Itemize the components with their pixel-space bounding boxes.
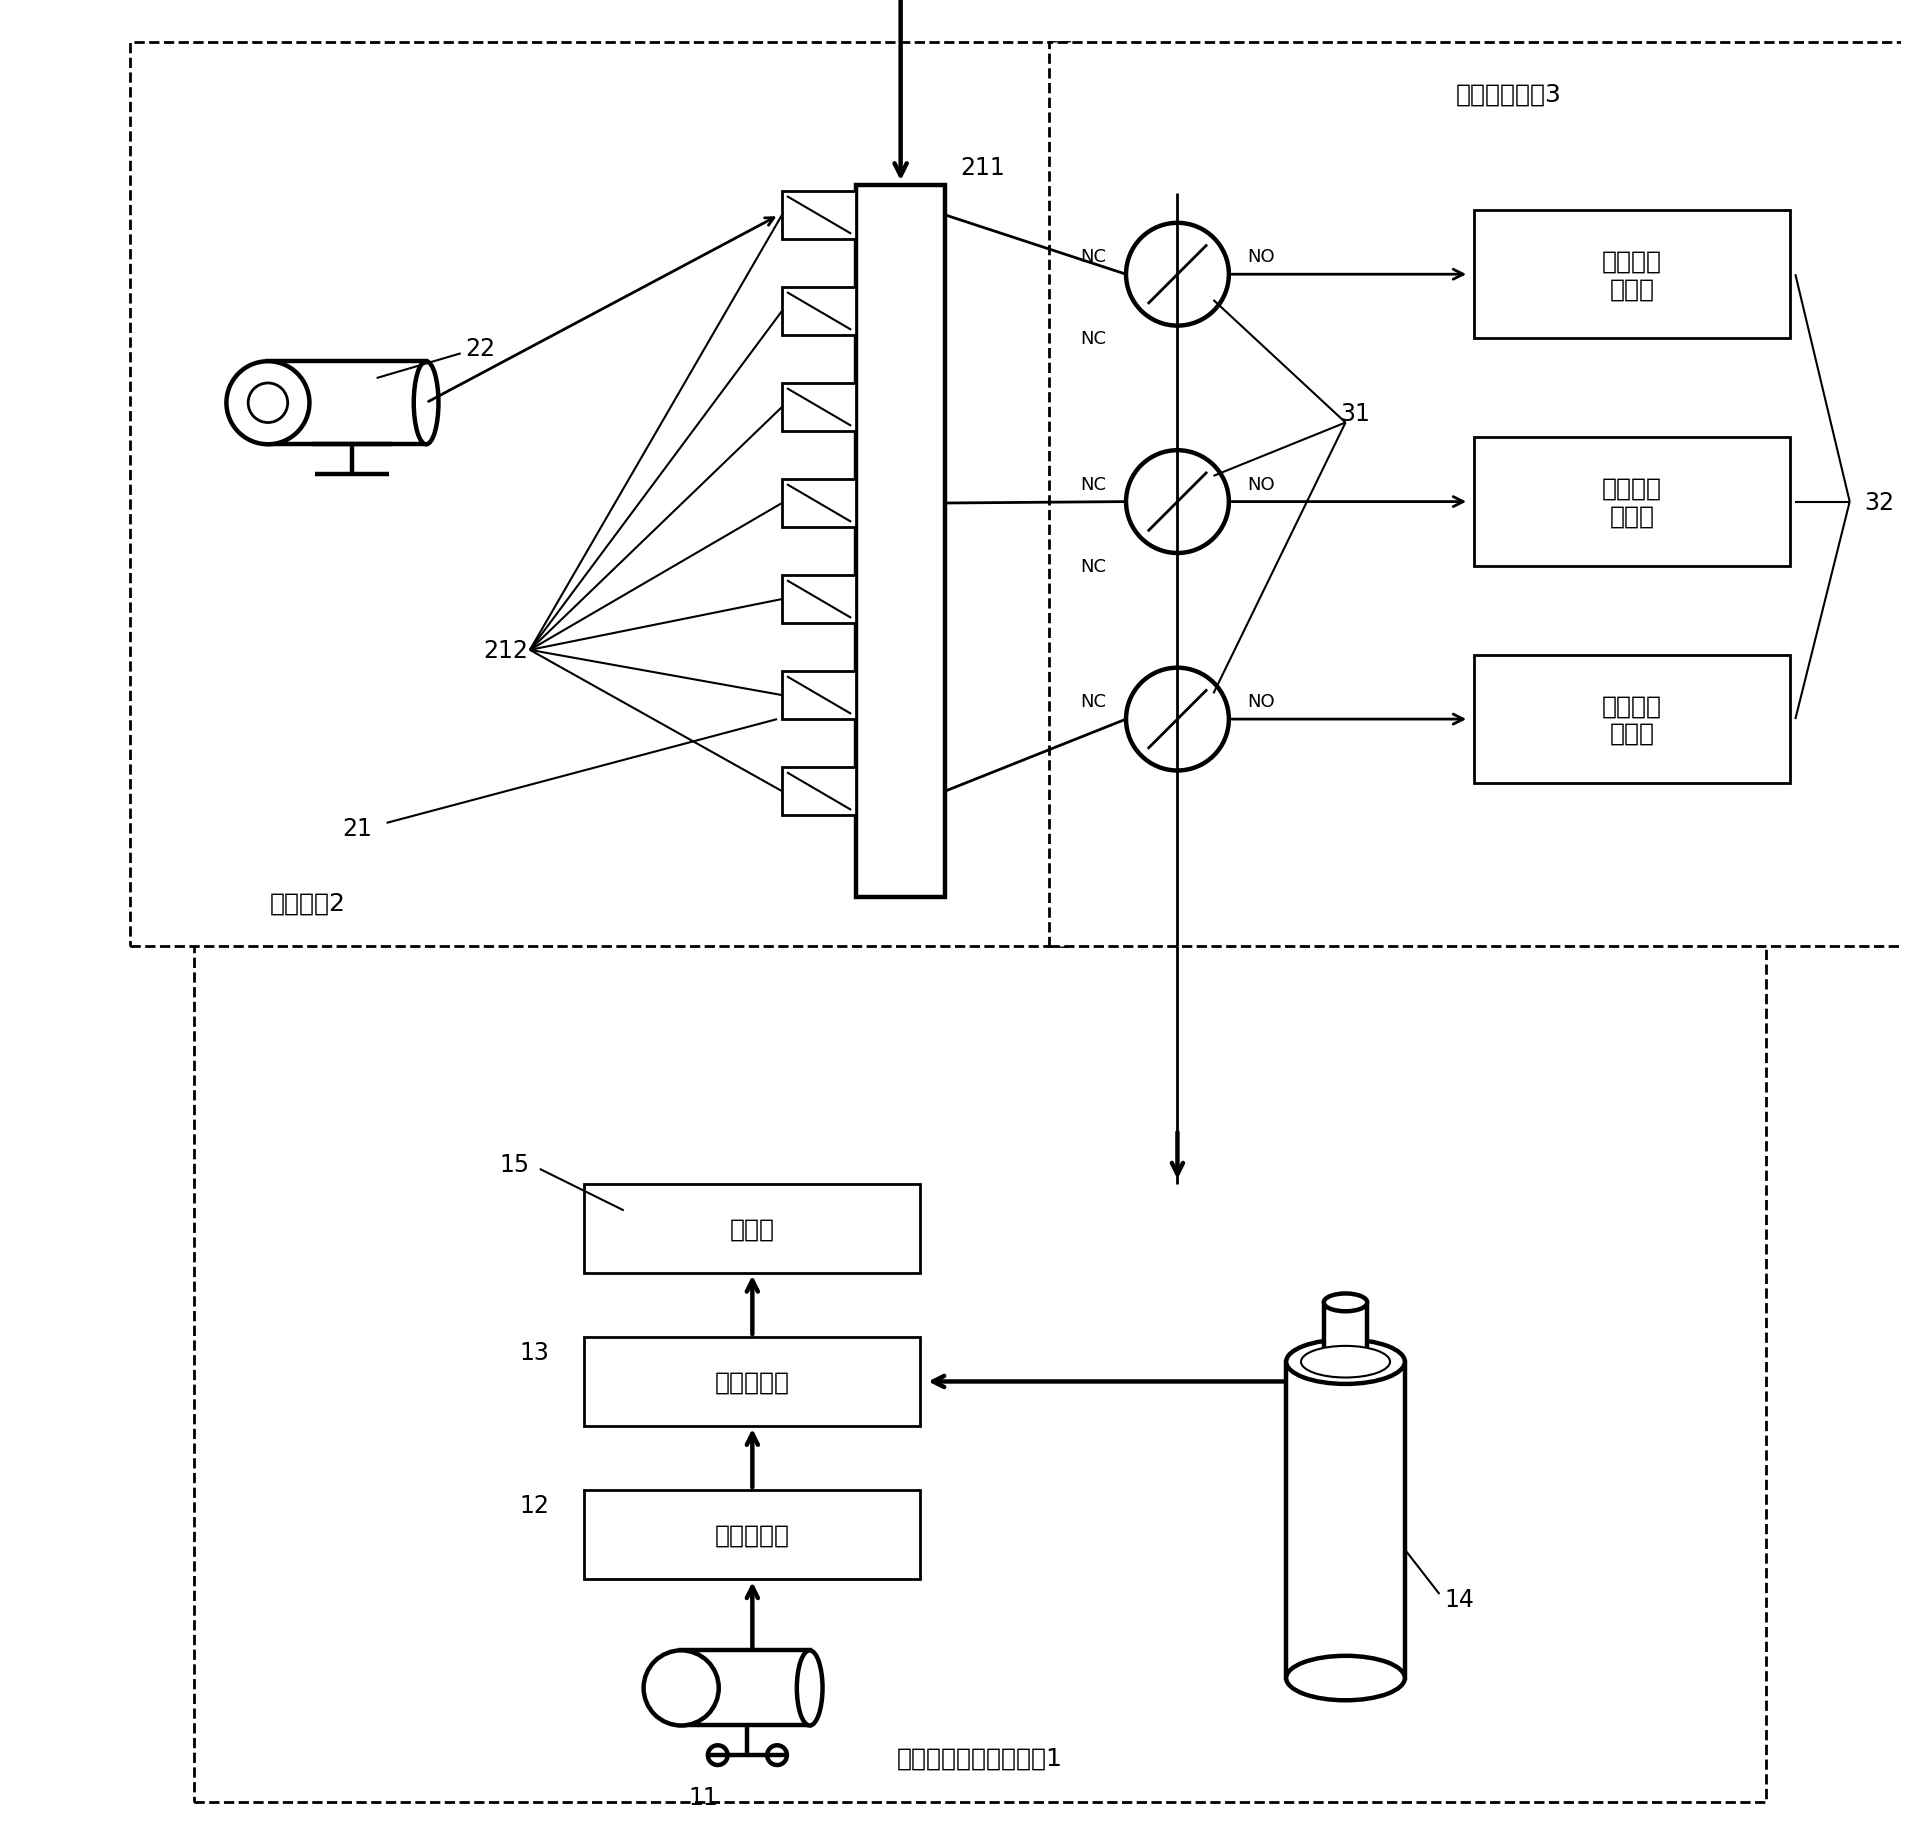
Circle shape [644, 1650, 719, 1725]
Bar [585, 1337, 920, 1427]
Bar [782, 769, 857, 815]
Bar [1287, 1363, 1405, 1679]
Text: 31: 31 [1340, 401, 1371, 425]
Text: 标定配气价: 标定配气价 [715, 1370, 790, 1394]
Bar [268, 362, 426, 445]
Text: NO: NO [1249, 476, 1275, 493]
Ellipse shape [1323, 1295, 1367, 1311]
Text: 14: 14 [1444, 1587, 1474, 1611]
Ellipse shape [1300, 1346, 1390, 1377]
Bar [585, 1490, 920, 1580]
Bar [782, 671, 857, 719]
Bar [782, 191, 857, 239]
Bar [585, 1184, 920, 1273]
Text: NC: NC [1080, 248, 1107, 267]
Bar [1474, 438, 1790, 566]
Bar [1323, 1308, 1367, 1366]
Ellipse shape [1287, 1341, 1405, 1385]
Bar [1474, 655, 1790, 783]
Circle shape [249, 384, 287, 423]
Text: NC: NC [1080, 693, 1107, 712]
Bar [681, 1650, 809, 1725]
Bar [1474, 211, 1790, 338]
Circle shape [1126, 668, 1229, 771]
Circle shape [226, 362, 310, 445]
Text: 32: 32 [1864, 491, 1895, 515]
Text: 15: 15 [499, 1153, 530, 1177]
Text: 二氧化硫
分析仪: 二氧化硫 分析仪 [1602, 248, 1662, 302]
Text: 一氧化碳
分析仪: 一氧化碳 分析仪 [1602, 693, 1662, 745]
Text: 22: 22 [467, 337, 495, 360]
Bar [193, 942, 1765, 1802]
Circle shape [1126, 224, 1229, 327]
Text: 13: 13 [520, 1341, 549, 1365]
Bar [782, 289, 857, 335]
Circle shape [1126, 451, 1229, 554]
Bar [782, 480, 857, 528]
Text: NC: NC [1080, 476, 1107, 493]
Text: NC: NC [1080, 557, 1107, 576]
Text: 标定用标准气配气系统1: 标定用标准气配气系统1 [897, 1745, 1063, 1769]
Text: 12: 12 [520, 1493, 549, 1517]
Ellipse shape [413, 362, 438, 445]
Text: 标定气路系统3: 标定气路系统3 [1455, 83, 1562, 107]
Bar [782, 384, 857, 432]
Text: 零气发生器: 零气发生器 [715, 1523, 790, 1547]
Ellipse shape [1287, 1655, 1405, 1701]
Circle shape [707, 1745, 728, 1765]
Text: 混合仓: 混合仓 [730, 1217, 774, 1241]
Bar [782, 576, 857, 623]
Text: NO: NO [1249, 248, 1275, 267]
Text: 211: 211 [960, 156, 1004, 180]
Text: NC: NC [1080, 331, 1107, 348]
Text: 212: 212 [482, 638, 528, 662]
Text: NO: NO [1249, 693, 1275, 712]
Text: 采样系统2: 采样系统2 [270, 892, 346, 916]
Ellipse shape [797, 1650, 822, 1725]
Text: 21: 21 [342, 817, 371, 840]
Circle shape [767, 1745, 788, 1765]
Text: 11: 11 [688, 1784, 717, 1810]
Text: 氮氧化物
分析仪: 氮氧化物 分析仪 [1602, 476, 1662, 528]
Bar [857, 186, 945, 897]
Bar [1050, 42, 1912, 947]
Bar [130, 42, 1069, 947]
